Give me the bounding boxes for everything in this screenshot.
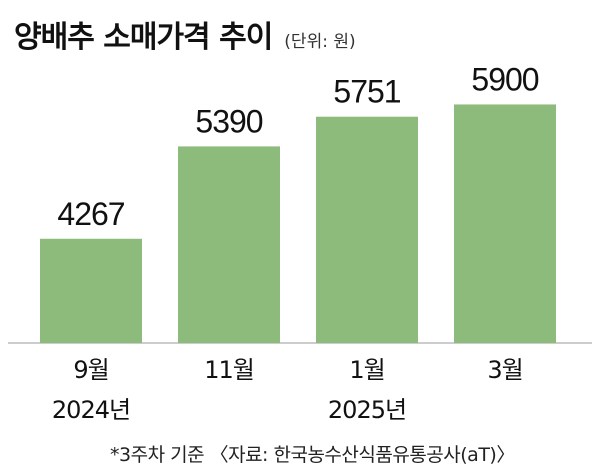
data-label-1: 4267	[57, 196, 124, 232]
data-label-2: 5390	[195, 103, 262, 139]
title-row: 양배추 소매가격 추이 (단위: 원)	[14, 12, 356, 56]
footnote: *3주차 기준 〈자료: 한국농수산식품유통공사(aT)〉	[110, 444, 515, 466]
year-label-1: 2024년	[52, 396, 130, 424]
category-label-3: 1월	[349, 356, 384, 384]
bars-group: 4267 9월 2024년 5390 11월 5751 1월 2025년 5900 3월	[40, 61, 556, 424]
year-label-3: 2025년	[328, 396, 406, 424]
data-label-3: 5751	[333, 74, 400, 110]
category-label-4: 3월	[487, 356, 522, 384]
bar-4	[454, 104, 556, 343]
data-label-4: 5900	[471, 61, 538, 97]
bar-1	[40, 238, 142, 343]
unit-label: (단위: 원)	[284, 32, 356, 52]
chart-title: 양배추 소매가격 추이	[14, 20, 273, 55]
bar-3	[316, 116, 418, 343]
category-label-1: 9월	[73, 356, 108, 384]
bar-2	[178, 146, 280, 343]
category-label-2: 11월	[204, 356, 254, 384]
